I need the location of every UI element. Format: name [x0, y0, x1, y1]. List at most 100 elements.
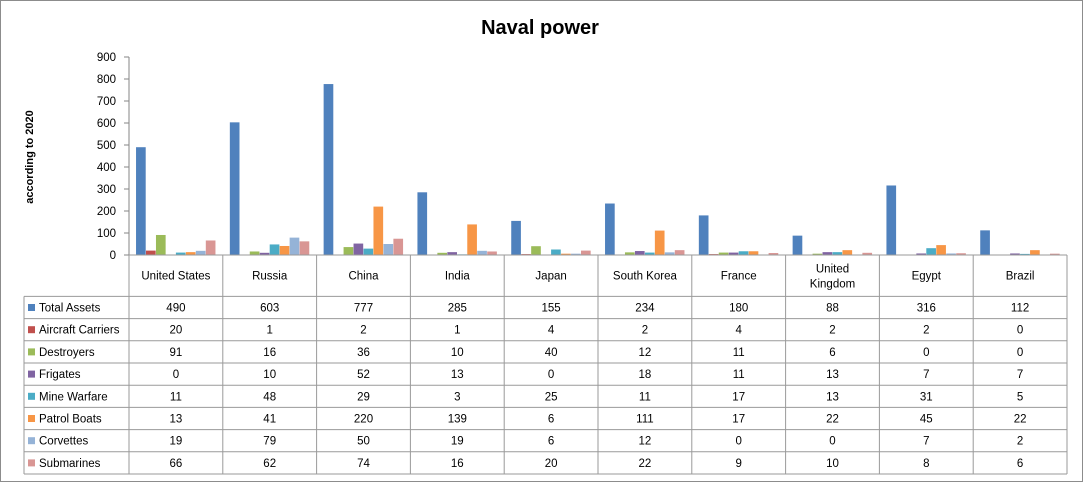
data-label: 0: [173, 369, 179, 381]
bar: [624, 252, 635, 255]
data-label: 31: [920, 391, 933, 403]
bar: [936, 245, 946, 255]
data-label: 19: [170, 436, 183, 448]
data-label: 4: [548, 325, 555, 337]
legend-key: [28, 437, 35, 445]
bar: [812, 253, 823, 255]
data-label: 3: [454, 391, 460, 403]
bar: [956, 253, 966, 255]
category-label: Egypt: [912, 271, 942, 283]
data-label: 48: [263, 391, 276, 403]
bar: [822, 252, 833, 255]
y-tick-label: 400: [97, 162, 116, 174]
bar: [946, 253, 956, 255]
data-label: 20: [170, 325, 183, 337]
data-label: 11: [733, 347, 745, 359]
bar: [259, 252, 270, 255]
y-tick-label: 200: [97, 206, 116, 218]
bar: [738, 251, 749, 255]
data-label: 7: [923, 436, 929, 448]
data-label: 19: [451, 436, 464, 448]
bar: [205, 240, 216, 255]
bar: [698, 215, 709, 255]
data-label: 41: [263, 414, 276, 426]
bar: [136, 147, 146, 255]
category-label: Brazil: [1006, 271, 1035, 283]
category-label: India: [445, 271, 471, 283]
data-label: 180: [729, 303, 748, 315]
data-label: 17: [732, 391, 745, 403]
data-label: 2: [360, 325, 366, 337]
legend-label: Submarines: [39, 458, 101, 470]
y-tick-label: 900: [97, 52, 116, 64]
bar: [383, 244, 394, 255]
category-label: Russia: [252, 271, 288, 283]
bar: [634, 251, 645, 255]
data-label: 10: [451, 347, 464, 359]
category-label: United Kingdom: [810, 264, 855, 291]
legend-key: [28, 326, 35, 334]
data-label: 13: [451, 369, 464, 381]
data-label: 13: [826, 369, 839, 381]
data-label: 10: [826, 458, 839, 470]
data-label: 12: [639, 436, 652, 448]
bar: [437, 252, 448, 255]
data-label: 45: [920, 414, 933, 426]
legend-key: [28, 348, 35, 356]
data-label: 74: [357, 458, 370, 470]
bar: [748, 251, 759, 255]
data-label: 2: [1017, 436, 1023, 448]
data-label: 18: [639, 369, 652, 381]
data-label: 1: [266, 325, 272, 337]
bar: [195, 250, 206, 255]
bar: [561, 253, 571, 255]
bar: [343, 247, 354, 255]
data-label: 111: [636, 414, 653, 426]
data-label: 20: [545, 458, 558, 470]
data-label: 29: [357, 391, 370, 403]
bar: [654, 230, 665, 255]
data-label: 234: [635, 303, 655, 315]
data-table: United States Russia China India Japan South …: [23, 254, 1068, 475]
y-tick-label: 0: [110, 250, 116, 262]
data-label: 62: [263, 458, 276, 470]
data-label: 13: [826, 391, 839, 403]
data-label: 22: [826, 414, 839, 426]
bar: [980, 230, 990, 255]
data-label: 316: [917, 303, 936, 315]
legend-key: [28, 459, 35, 467]
bar: [175, 252, 186, 255]
data-label: 6: [548, 436, 554, 448]
y-tick-label: 700: [97, 96, 116, 108]
data-label: 11: [170, 391, 182, 403]
bar: [1020, 253, 1030, 255]
bar: [353, 243, 364, 255]
category-label: Japan: [535, 271, 566, 283]
data-label: 9: [735, 458, 741, 470]
data-label: 1: [454, 325, 460, 337]
bar: [768, 253, 779, 255]
bar: [580, 250, 591, 255]
y-tick-label: 500: [97, 140, 116, 152]
bars: [136, 84, 1060, 255]
bar: [363, 248, 374, 255]
data-label: 22: [639, 458, 652, 470]
data-label: 0: [1017, 325, 1023, 337]
legend-label: Patrol Boats: [39, 414, 102, 426]
bar: [862, 252, 873, 255]
legend-key: [28, 304, 35, 311]
y-tick-label: 100: [97, 228, 116, 240]
data-label: 7: [923, 369, 929, 381]
bar: [299, 241, 310, 255]
category-label-line: Kingdom: [810, 279, 855, 291]
bar: [916, 253, 926, 255]
bar: [718, 252, 729, 255]
data-label: 112: [1011, 303, 1029, 315]
bar: [279, 245, 290, 255]
data-label: 777: [354, 303, 373, 315]
bar: [1010, 253, 1020, 255]
data-label: 155: [542, 303, 561, 315]
bar: [1049, 253, 1060, 255]
